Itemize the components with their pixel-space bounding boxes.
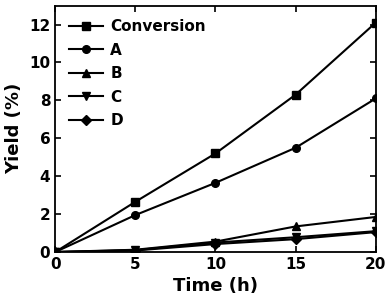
C [293, 235, 298, 239]
Line: B: B [51, 213, 379, 256]
B [374, 215, 378, 219]
Conversion [374, 21, 378, 24]
Conversion [293, 93, 298, 97]
B [213, 240, 218, 244]
D [293, 237, 298, 241]
Line: C: C [51, 227, 379, 256]
C [213, 241, 218, 244]
Conversion [133, 200, 138, 203]
A [53, 250, 58, 254]
D [53, 250, 58, 254]
C [53, 250, 58, 254]
D [133, 249, 138, 252]
A [293, 146, 298, 150]
B [133, 248, 138, 252]
D [374, 230, 378, 234]
Line: Conversion: Conversion [51, 19, 379, 256]
Y-axis label: Yield (%): Yield (%) [5, 83, 24, 174]
A [213, 181, 218, 185]
D [213, 242, 218, 246]
Conversion [213, 152, 218, 155]
Legend: Conversion, A, B, C, D: Conversion, A, B, C, D [63, 13, 212, 134]
B [293, 225, 298, 228]
A [374, 97, 378, 100]
C [374, 229, 378, 233]
A [133, 213, 138, 217]
B [53, 250, 58, 254]
Conversion [53, 250, 58, 254]
C [133, 248, 138, 252]
Line: A: A [51, 95, 379, 256]
X-axis label: Time (h): Time (h) [173, 278, 258, 296]
Line: D: D [51, 228, 379, 256]
